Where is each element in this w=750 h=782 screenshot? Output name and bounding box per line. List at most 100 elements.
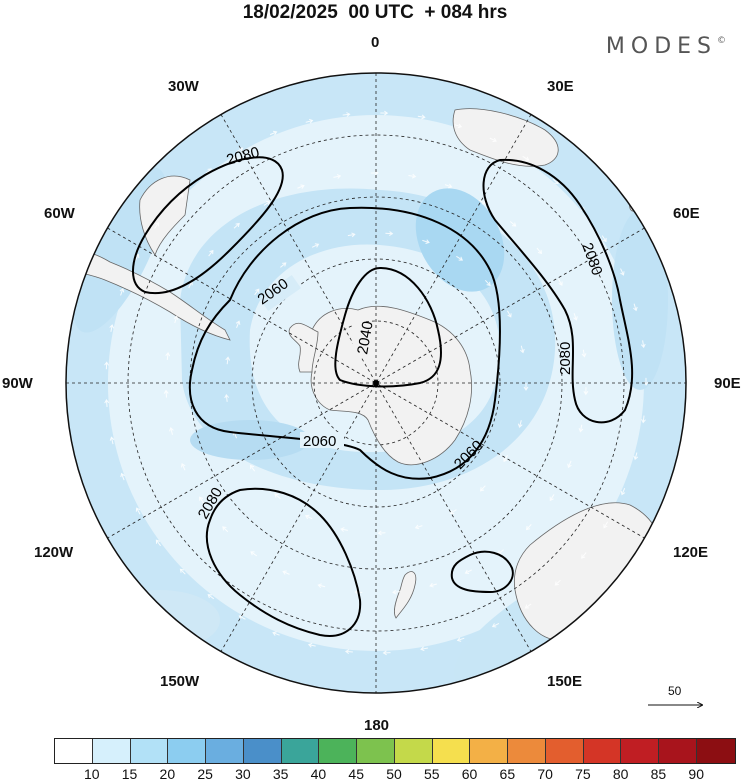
wind-arrow bbox=[525, 524, 532, 531]
colorbar-tick-label: 75 bbox=[575, 766, 591, 782]
colorbar-swatch bbox=[206, 739, 244, 763]
colorbar-swatch bbox=[659, 739, 698, 763]
wind-arrow bbox=[633, 452, 639, 461]
wind-arrow bbox=[380, 110, 389, 116]
label-30e: 30E bbox=[547, 78, 574, 95]
wind-arrow bbox=[347, 232, 356, 238]
wind-arrow bbox=[104, 361, 109, 370]
wind-arrow bbox=[235, 320, 241, 328]
wind-arrow bbox=[344, 649, 353, 655]
label-120w: 120W bbox=[34, 544, 74, 561]
wind-arrow bbox=[165, 352, 171, 360]
colorbar-tick-label: 70 bbox=[537, 766, 553, 782]
wind-arrow bbox=[422, 239, 430, 244]
colorbar-tick-label: 50 bbox=[386, 766, 402, 782]
wind-arrow bbox=[119, 287, 125, 296]
wind-arrow bbox=[620, 268, 625, 276]
wind-arrow bbox=[392, 589, 400, 595]
africa bbox=[452, 108, 559, 167]
wind-arrow bbox=[340, 527, 348, 532]
colorbar-swatch bbox=[55, 739, 93, 763]
map-title: 18/02/2025 00 UTC + 084 hrs bbox=[242, 2, 508, 23]
colorbar-swatch bbox=[281, 739, 320, 763]
wind-arrow bbox=[484, 279, 491, 287]
wind-arrow bbox=[135, 507, 141, 515]
label-120e: 120E bbox=[673, 544, 709, 561]
wind-arrow bbox=[263, 201, 271, 206]
label-150e: 150E bbox=[547, 673, 583, 690]
wind-arrow bbox=[305, 118, 314, 124]
wind-arrow bbox=[180, 463, 186, 471]
wind-arrow bbox=[109, 324, 115, 332]
map-border bbox=[65, 72, 687, 694]
wind-arrow bbox=[225, 356, 231, 365]
colorbar-swatch bbox=[394, 739, 433, 763]
wind-arrow bbox=[297, 184, 305, 189]
wind-arrow bbox=[429, 582, 437, 588]
wind-arrow bbox=[250, 464, 256, 472]
new-zealand bbox=[393, 571, 417, 619]
wind-arrow bbox=[573, 313, 578, 321]
colorbar-tick-label: 45 bbox=[348, 766, 365, 782]
wind-arrow bbox=[549, 494, 555, 502]
label-0: 0 bbox=[371, 34, 380, 51]
wind-arrow bbox=[254, 288, 260, 296]
contour-2060 bbox=[188, 206, 501, 480]
map-disc bbox=[66, 73, 686, 693]
wind-arrow bbox=[385, 231, 394, 236]
wind-arrow bbox=[456, 637, 465, 642]
wind-arrow bbox=[382, 650, 391, 656]
wind-arrow bbox=[269, 130, 278, 136]
wind-arrow bbox=[489, 137, 497, 143]
wind-arrow bbox=[169, 427, 174, 435]
wind-arrow bbox=[620, 487, 626, 496]
colorbar-tick-label: 85 bbox=[650, 766, 667, 782]
wind-arrow bbox=[179, 568, 186, 575]
wind-arrow bbox=[272, 631, 280, 636]
colorbar-swatch bbox=[168, 739, 207, 763]
label-60w: 60W bbox=[44, 205, 75, 222]
colorbar-swatch bbox=[92, 739, 131, 763]
wind-arrow bbox=[491, 622, 500, 628]
wind-arrow bbox=[552, 178, 559, 185]
wind-arrow bbox=[520, 345, 525, 354]
wind-arrow bbox=[603, 521, 609, 529]
wind-arrow bbox=[233, 222, 240, 229]
wind-arrow bbox=[282, 570, 290, 575]
wind-arrow bbox=[517, 420, 523, 428]
label-180: 180 bbox=[364, 717, 390, 734]
contour-2040 bbox=[334, 266, 442, 388]
vector-reference-value: 50 bbox=[668, 684, 682, 698]
height-contours bbox=[132, 156, 634, 637]
wind-arrow bbox=[581, 552, 587, 559]
colorbar-tick-label: 35 bbox=[272, 766, 289, 782]
wind-arrow bbox=[464, 569, 472, 575]
south-pole-marker bbox=[373, 380, 379, 386]
wind-arrow bbox=[601, 235, 607, 243]
colorbar-tick-label: 65 bbox=[499, 766, 516, 782]
wind-arrow bbox=[417, 114, 426, 120]
colorbar-tick-label: 80 bbox=[612, 766, 629, 782]
colorbar-tick-label: 40 bbox=[310, 766, 327, 782]
wind-arrow bbox=[208, 249, 214, 257]
colorbar-swatch bbox=[697, 739, 735, 763]
wind-arrow bbox=[307, 642, 316, 648]
colorbar-swatch bbox=[243, 739, 282, 763]
wind-arrow bbox=[641, 415, 646, 424]
label-60e: 60E bbox=[673, 205, 700, 222]
wind-arrows bbox=[104, 110, 649, 656]
wind-arrow bbox=[583, 387, 589, 396]
wind-arrow bbox=[414, 524, 423, 530]
wind-arrow bbox=[377, 530, 386, 536]
wind-arrow bbox=[420, 646, 428, 652]
colorbar-swatch bbox=[432, 739, 471, 763]
wind-arrow bbox=[536, 247, 543, 255]
colorbar-swatch bbox=[583, 739, 622, 763]
label-90w: 90W bbox=[2, 375, 33, 392]
wind-arrow bbox=[567, 460, 572, 469]
colorbar-tick-label: 25 bbox=[197, 766, 213, 782]
wind-arrow bbox=[558, 278, 563, 286]
wind-arrow bbox=[523, 383, 529, 391]
colorbar-tick-label: 10 bbox=[83, 766, 100, 782]
colorbar-swatch bbox=[621, 739, 660, 763]
